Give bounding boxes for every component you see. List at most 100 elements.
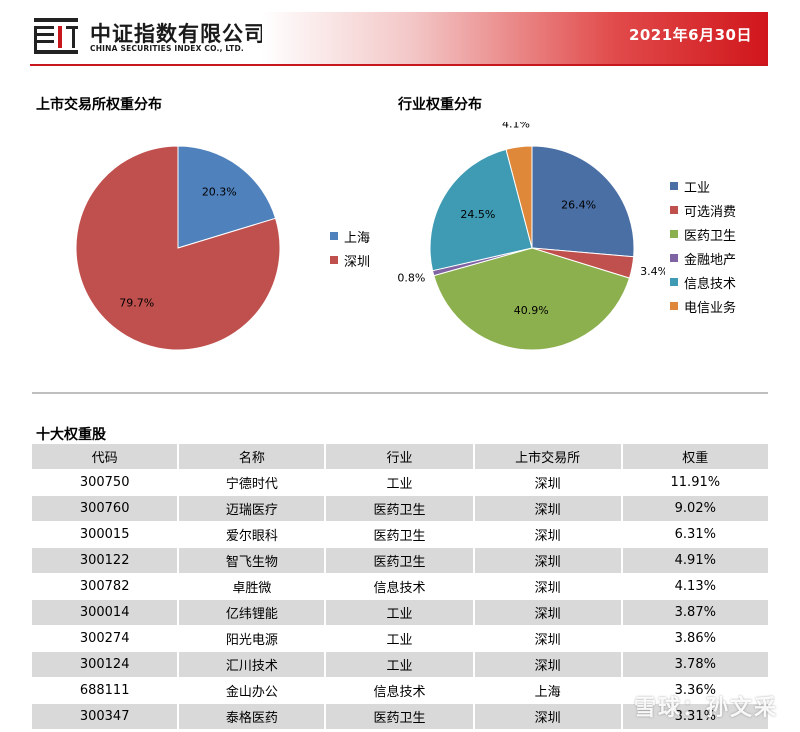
legend-swatch xyxy=(670,278,678,286)
cell-name: 爱尔眼科 xyxy=(179,522,327,548)
legend-label: 上海 xyxy=(344,230,371,246)
pie-data-label: 26.4% xyxy=(561,198,596,211)
cell-exchange: 深圳 xyxy=(474,548,623,574)
cell-weight: 4.13% xyxy=(622,574,768,600)
csi-logo-icon xyxy=(34,18,78,54)
table-row: 300124 汇川技术 工业 深圳 3.78% xyxy=(32,652,768,678)
cell-exchange: 上海 xyxy=(474,678,623,704)
exchange-pie-chart: 20.3% 79.7% xyxy=(75,145,281,351)
legend-swatch xyxy=(670,182,678,190)
table-header-row: 代码 名称 行业 上市交易所 权重 xyxy=(32,444,768,470)
cell-code: 300782 xyxy=(32,574,180,600)
cell-industry: 工业 xyxy=(326,470,475,496)
cell-weight: 4.91% xyxy=(622,548,768,574)
pie-data-label: 4.1% xyxy=(502,122,530,131)
cell-name: 亿纬锂能 xyxy=(179,600,327,626)
table-row: 300750 宁德时代 工业 深圳 11.91% xyxy=(32,470,768,496)
legend-label: 深圳 xyxy=(344,254,371,270)
industry-pie-chart: 26.4% 3.4% 40.9% 0.8% 24.5% 4.1% xyxy=(397,122,665,351)
cell-industry: 医药卫生 xyxy=(326,704,475,730)
cell-code: 300274 xyxy=(32,626,180,652)
pie-slice xyxy=(75,145,281,351)
report-header: 中证指数有限公司 CHINA SECURITIES INDEX CO., LTD… xyxy=(0,0,768,66)
cell-name: 迈瑞医疗 xyxy=(179,496,327,522)
pie-slice xyxy=(177,145,277,249)
pie-slice xyxy=(433,247,631,351)
pie-slice xyxy=(505,145,533,249)
legend-item: 工业 xyxy=(670,174,736,198)
legend-label: 金融地产 xyxy=(684,252,737,268)
cell-industry: 工业 xyxy=(326,626,475,652)
cell-code: 300347 xyxy=(32,704,180,730)
cell-weight: 3.36% xyxy=(622,678,768,704)
pie-slice xyxy=(429,148,533,272)
cell-weight: 3.78% xyxy=(622,652,768,678)
column-header-code: 代码 xyxy=(32,444,180,470)
table-row: 300015 爱尔眼科 医药卫生 深圳 6.31% xyxy=(32,522,768,548)
cell-name: 泰格医药 xyxy=(179,704,327,730)
legend-swatch xyxy=(330,256,338,264)
legend-item: 可选消费 xyxy=(670,198,736,222)
cell-industry: 医药卫生 xyxy=(326,522,475,548)
top10-table: 代码 名称 行业 上市交易所 权重 300750 宁德时代 工业 深圳 11.91% 30… xyxy=(32,444,768,730)
exchange-legend: 上海 深圳 xyxy=(330,224,370,272)
industry-section-title: 行业权重分布 xyxy=(398,97,482,113)
legend-swatch xyxy=(670,302,678,310)
header-rule xyxy=(30,64,768,66)
cell-code: 300014 xyxy=(32,600,180,626)
legend-label: 信息技术 xyxy=(684,276,737,292)
cell-name: 阳光电源 xyxy=(179,626,327,652)
cell-weight: 9.02% xyxy=(622,496,768,522)
cell-weight: 3.31% xyxy=(622,704,768,730)
cell-exchange: 深圳 xyxy=(474,704,623,730)
cell-exchange: 深圳 xyxy=(474,522,623,548)
cell-exchange: 深圳 xyxy=(474,496,623,522)
pie-data-label: 20.3% xyxy=(202,185,237,198)
pie-slice xyxy=(531,145,635,258)
legend-item: 深圳 xyxy=(330,248,370,272)
cell-name: 智飞生物 xyxy=(179,548,327,574)
cell-weight: 3.87% xyxy=(622,600,768,626)
column-header-weight: 权重 xyxy=(622,444,768,470)
legend-swatch xyxy=(670,254,678,262)
cell-industry: 医药卫生 xyxy=(326,548,475,574)
report-date: 2021年6月30日 xyxy=(628,26,752,44)
cell-name: 金山办公 xyxy=(179,678,327,704)
cell-industry: 工业 xyxy=(326,600,475,626)
table-row: 688111 金山办公 信息技术 上海 3.36% xyxy=(32,678,768,704)
cell-name: 卓胜微 xyxy=(179,574,327,600)
exchange-section-title: 上市交易所权重分布 xyxy=(36,97,162,113)
column-header-name: 名称 xyxy=(179,444,327,470)
pie-data-label: 24.5% xyxy=(460,208,495,221)
pie-data-label: 40.9% xyxy=(514,304,549,317)
top10-title: 十大权重股 xyxy=(36,427,106,443)
cell-code: 300015 xyxy=(32,522,180,548)
watermark-text: 雪球：孙文采 xyxy=(633,696,778,721)
pie-data-label: 0.8% xyxy=(397,272,425,285)
cell-industry: 信息技术 xyxy=(326,574,475,600)
legend-item: 信息技术 xyxy=(670,270,736,294)
cell-weight: 3.86% xyxy=(622,626,768,652)
cell-exchange: 深圳 xyxy=(474,652,623,678)
cell-exchange: 深圳 xyxy=(474,470,623,496)
legend-item: 金融地产 xyxy=(670,246,736,270)
company-name-cn: 中证指数有限公司 xyxy=(90,22,266,46)
legend-item: 上海 xyxy=(330,224,370,248)
cell-code: 688111 xyxy=(32,678,180,704)
column-header-industry: 行业 xyxy=(326,444,475,470)
legend-label: 工业 xyxy=(684,180,711,196)
company-name-en: CHINA SECURITIES INDEX CO., LTD. xyxy=(90,44,244,53)
cell-exchange: 深圳 xyxy=(474,626,623,652)
legend-swatch xyxy=(330,232,338,240)
legend-swatch xyxy=(670,230,678,238)
cell-code: 300760 xyxy=(32,496,180,522)
cell-code: 300750 xyxy=(32,470,180,496)
cell-industry: 医药卫生 xyxy=(326,496,475,522)
cell-code: 300122 xyxy=(32,548,180,574)
legend-swatch xyxy=(670,206,678,214)
industry-legend: 工业 可选消费 医药卫生 金融地产 信息技术 电信业务 xyxy=(670,174,736,318)
table-row: 300274 阳光电源 工业 深圳 3.86% xyxy=(32,626,768,652)
cell-industry: 信息技术 xyxy=(326,678,475,704)
table-row: 300122 智飞生物 医药卫生 深圳 4.91% xyxy=(32,548,768,574)
table-row: 300014 亿纬锂能 工业 深圳 3.87% xyxy=(32,600,768,626)
